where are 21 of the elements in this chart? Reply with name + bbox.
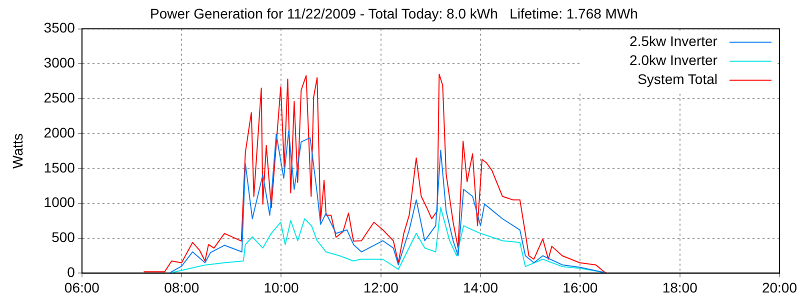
x-tick-label: 20:00 (762, 279, 798, 296)
y-tick-label: 3500 (44, 20, 76, 36)
x-tick-label: 12:00 (363, 279, 399, 296)
x-tick-label: 08:00 (164, 279, 200, 296)
y-tick-label: 0 (67, 264, 76, 280)
y-tick-label: 1000 (44, 194, 76, 210)
y-tick-label: 2000 (44, 124, 76, 140)
y-axis-title: Watts (9, 133, 26, 169)
x-tick-label: 18:00 (662, 279, 698, 296)
x-tick-label: 10:00 (264, 279, 299, 296)
y-tick-label: 1500 (44, 159, 76, 176)
x-tick-label: 16:00 (562, 279, 598, 296)
x-tick-label: 14:00 (463, 279, 498, 296)
y-tick-label: 2500 (44, 89, 76, 106)
legend-label: System Total (638, 71, 718, 88)
y-tick-label: 3000 (44, 54, 76, 71)
chart-title: Power Generation for 11/22/2009 - Total Today: 8.0 kWh Lifetime: 1.768 MWh (150, 5, 638, 22)
legend-label: 2.5kw Inverter (630, 33, 718, 50)
legend-label: 2.0kw Inverter (630, 52, 718, 68)
x-tick-label: 06:00 (64, 279, 100, 296)
y-tick-label: 500 (52, 229, 76, 246)
